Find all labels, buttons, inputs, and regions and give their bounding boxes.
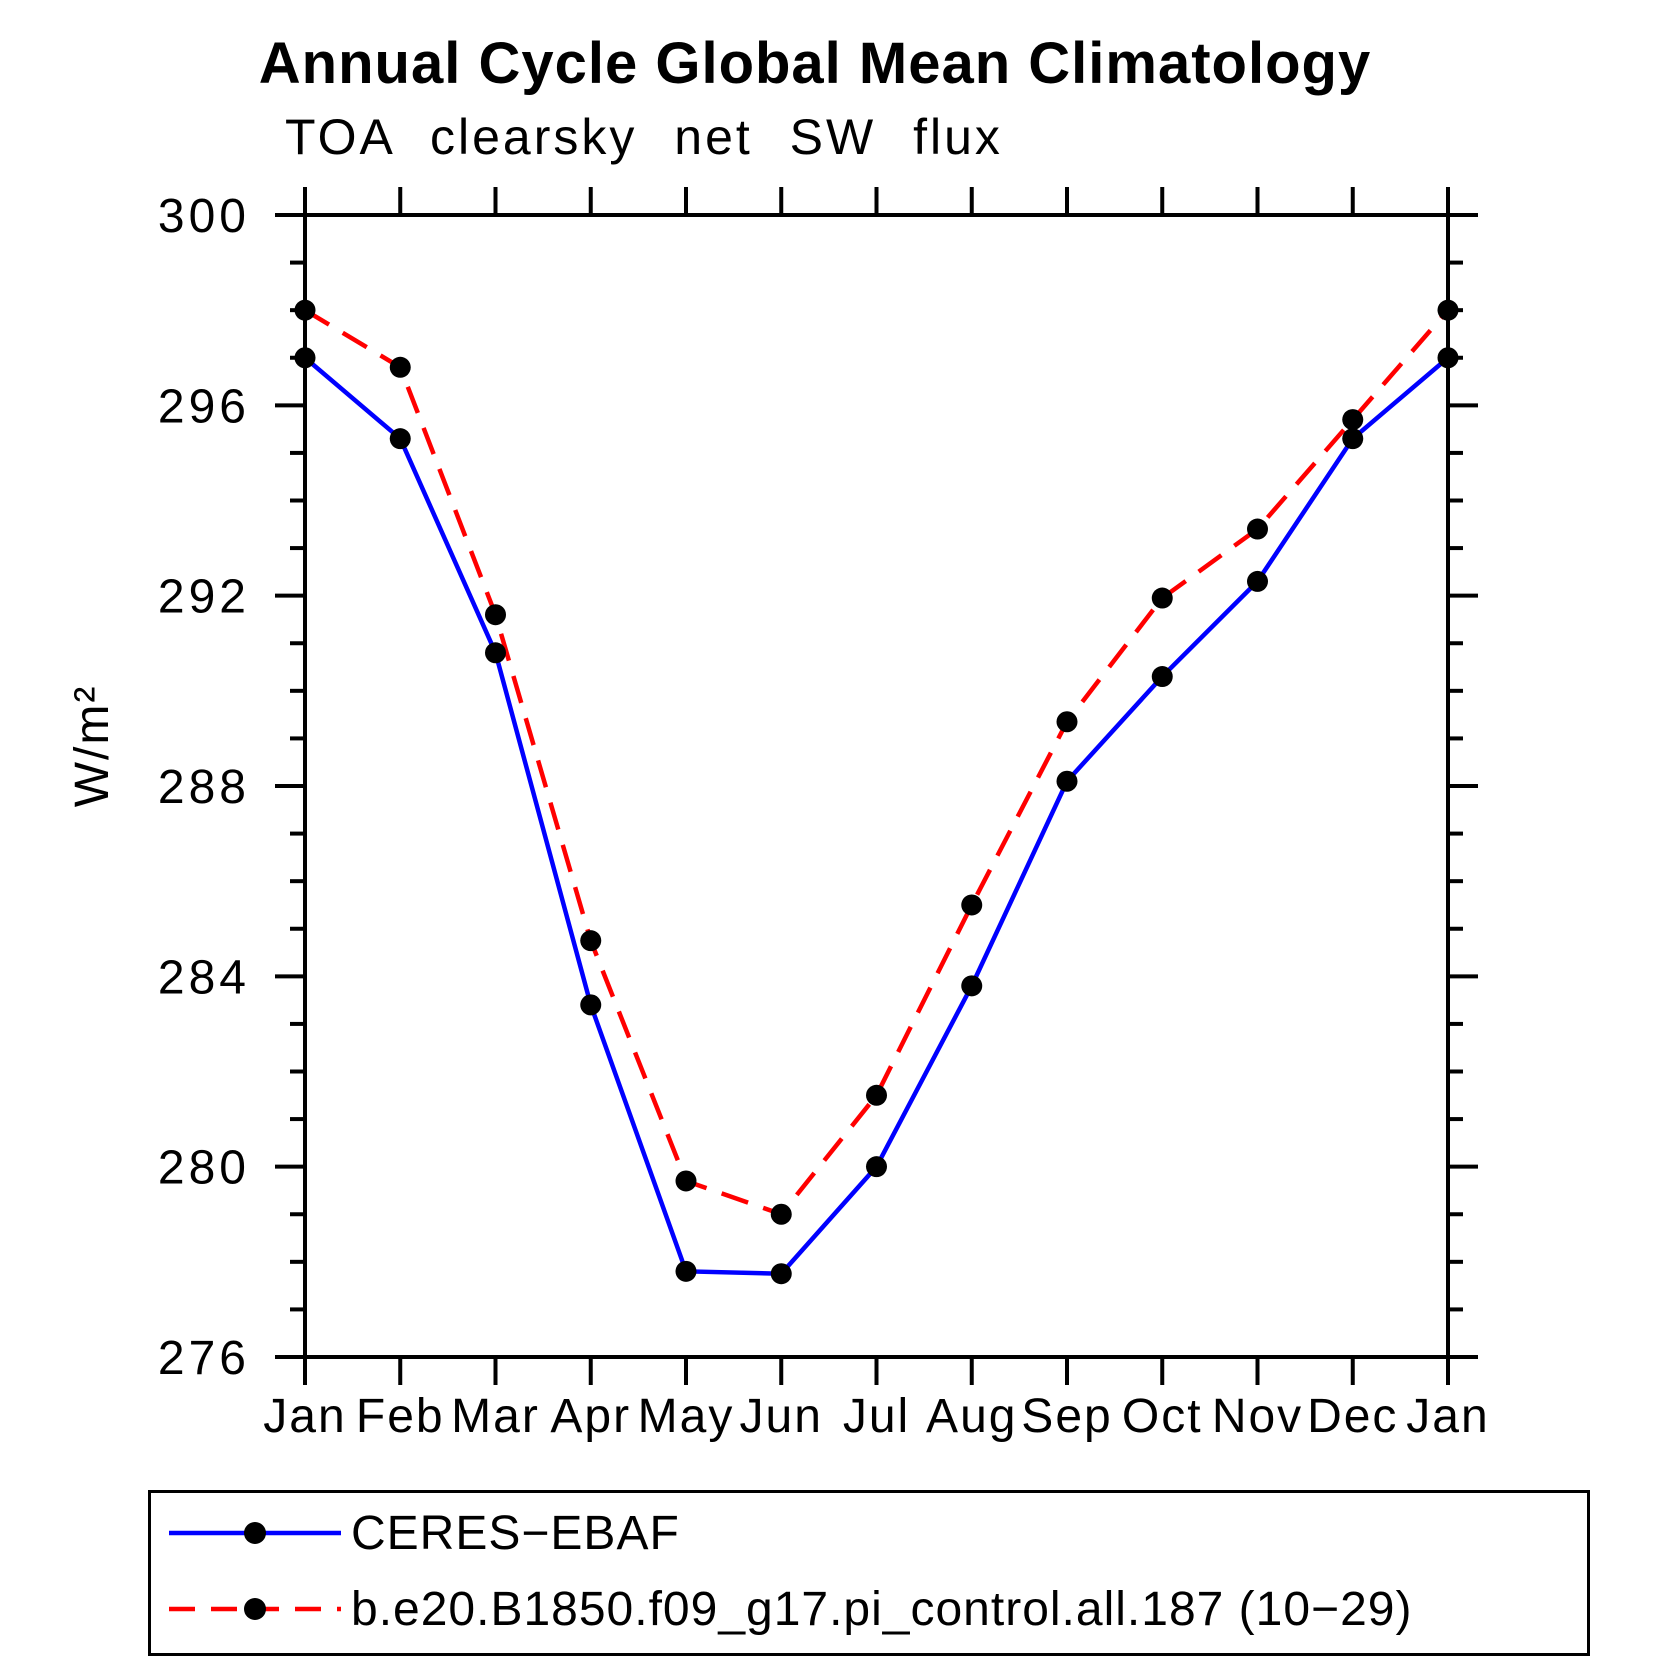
data-point-series-1 (1247, 518, 1268, 540)
y-tick-label: 292 (158, 571, 250, 624)
legend-box: CERES−EBAF b.e20.B1850.f09_g17.pi_contro… (148, 1490, 1590, 1656)
data-point-series-1 (770, 1203, 792, 1225)
y-tick-label: 280 (158, 1142, 250, 1195)
x-tick-label: Jun (740, 1390, 823, 1443)
legend-label-obs: CERES−EBAF (351, 1506, 680, 1560)
data-point-series-0 (1056, 770, 1078, 792)
x-tick-label: Nov (1212, 1390, 1303, 1443)
x-tick-label: Mar (451, 1390, 540, 1443)
data-point-series-0 (1247, 570, 1268, 592)
y-tick-label: 300 (158, 190, 250, 243)
data-point-series-1 (866, 1084, 887, 1106)
data-point-series-0 (675, 1260, 697, 1282)
legend-entry-model: b.e20.B1850.f09_g17.pi_control.all.187 (… (151, 1571, 1587, 1647)
data-point-series-1 (1056, 711, 1078, 733)
data-point-series-0 (961, 975, 983, 997)
y-tick-label: 276 (158, 1332, 250, 1385)
legend-entry-obs: CERES−EBAF (151, 1495, 1587, 1571)
data-point-series-0 (389, 428, 411, 450)
data-point-series-0 (1342, 428, 1364, 450)
legend-line-sample-model (169, 1598, 341, 1620)
data-point-series-1 (580, 930, 602, 952)
legend-sample-marker-0 (244, 1522, 266, 1544)
data-point-series-1 (675, 1170, 697, 1192)
x-tick-label: Jan (1406, 1390, 1489, 1443)
data-point-series-1 (961, 894, 983, 916)
legend-sample-marker-1 (244, 1598, 266, 1620)
x-tick-label: Feb (356, 1390, 445, 1443)
x-tick-label: Apr (550, 1390, 631, 1443)
data-point-series-0 (866, 1156, 887, 1178)
data-point-series-0 (1151, 666, 1173, 688)
series-line-0 (303, 356, 1450, 1277)
x-tick-label: May (638, 1390, 735, 1443)
x-tick-label: Dec (1307, 1390, 1398, 1443)
x-tick-label: Aug (926, 1390, 1017, 1443)
data-point-series-0 (770, 1263, 792, 1285)
data-point-series-0 (1437, 347, 1459, 369)
x-tick-label: Jul (843, 1390, 910, 1443)
series-line-1 (303, 308, 1450, 1217)
y-tick-label: 284 (158, 951, 250, 1004)
legend-label-model: b.e20.B1850.f09_g17.pi_control.all.187 (… (351, 1582, 1413, 1636)
data-point-series-1 (1437, 299, 1459, 321)
data-point-series-1 (389, 356, 411, 378)
chart-title: Annual Cycle Global Mean Climatology (258, 31, 1372, 96)
data-point-series-0 (294, 347, 316, 369)
legend-line-sample-obs (169, 1522, 341, 1544)
data-point-series-1 (1342, 409, 1364, 431)
x-tick-label: Sep (1021, 1390, 1112, 1443)
y-tick-label: 296 (158, 380, 250, 433)
y-axis-title: W/m² (66, 685, 119, 808)
x-tick-label: Oct (1122, 1390, 1203, 1443)
x-tick-label: Jan (263, 1390, 346, 1443)
data-point-series-0 (580, 994, 602, 1016)
y-tick-label: 288 (158, 761, 250, 814)
chart-subtitle: TOA clearsky net SW flux (285, 109, 1003, 165)
plot-frame (303, 213, 1450, 1359)
data-point-series-1 (1151, 587, 1173, 609)
data-point-series-0 (485, 642, 506, 664)
data-point-series-1 (485, 604, 506, 626)
data-point-series-1 (294, 299, 316, 321)
